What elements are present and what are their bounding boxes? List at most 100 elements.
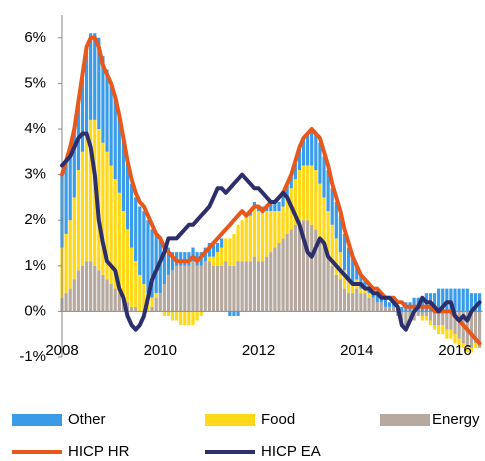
bar xyxy=(301,220,306,312)
bar xyxy=(338,215,342,253)
bar xyxy=(224,238,228,262)
bar xyxy=(265,211,269,257)
legend-swatch xyxy=(380,414,430,426)
bar xyxy=(355,265,359,280)
bar xyxy=(334,201,338,239)
bar xyxy=(306,133,310,166)
bar xyxy=(142,211,146,285)
bar xyxy=(170,252,175,271)
bar xyxy=(428,320,433,326)
bar xyxy=(346,293,351,312)
bar xyxy=(449,288,453,312)
bar xyxy=(314,229,318,312)
x-tick-label: 2016 xyxy=(438,342,471,359)
bar xyxy=(387,306,392,312)
bar xyxy=(473,343,478,348)
bar xyxy=(211,243,216,257)
bar xyxy=(424,311,428,316)
line xyxy=(60,131,482,332)
bar xyxy=(457,288,461,312)
bar xyxy=(146,220,150,294)
bar xyxy=(183,252,187,266)
bar xyxy=(445,311,449,330)
bar xyxy=(93,265,97,312)
bar xyxy=(232,265,236,312)
bar xyxy=(314,133,318,171)
bar xyxy=(150,297,154,307)
bar xyxy=(142,284,146,312)
bar xyxy=(117,115,121,193)
bar xyxy=(228,265,232,312)
bar xyxy=(68,147,72,221)
bar xyxy=(121,138,126,212)
bar xyxy=(359,274,363,289)
bar xyxy=(138,206,142,275)
bar xyxy=(465,288,469,312)
bar xyxy=(383,306,388,312)
bar xyxy=(449,329,453,339)
bar xyxy=(199,311,203,316)
bar xyxy=(207,256,211,262)
bar xyxy=(432,311,437,326)
bar xyxy=(80,78,85,152)
bar xyxy=(121,211,126,298)
y-tick-label: 4% xyxy=(24,120,46,137)
bar xyxy=(101,274,105,312)
bar xyxy=(346,279,351,294)
bar xyxy=(228,311,232,316)
bar xyxy=(297,147,302,171)
bar xyxy=(334,274,338,312)
bar xyxy=(170,270,175,312)
bar xyxy=(252,256,257,312)
bar xyxy=(215,252,220,266)
bar xyxy=(150,229,154,298)
bar xyxy=(134,306,138,312)
bar xyxy=(166,247,171,275)
bar xyxy=(191,261,195,312)
bar xyxy=(453,334,457,344)
bar xyxy=(363,288,367,294)
bar xyxy=(310,224,314,312)
bar xyxy=(244,215,248,262)
bar xyxy=(84,133,89,262)
bar xyxy=(162,311,166,316)
bar xyxy=(314,170,318,230)
bar xyxy=(346,247,351,280)
bar xyxy=(240,220,244,262)
bar xyxy=(211,256,216,266)
bar xyxy=(306,165,310,221)
bar xyxy=(105,151,109,280)
bar xyxy=(129,306,134,312)
bar xyxy=(170,311,175,321)
bar xyxy=(351,293,355,312)
bar xyxy=(183,311,187,326)
bar xyxy=(158,293,162,312)
bar xyxy=(306,220,310,312)
bar xyxy=(220,238,224,248)
bar xyxy=(477,311,482,348)
bar xyxy=(273,211,277,248)
bar xyxy=(166,311,171,316)
bar xyxy=(289,229,293,312)
bar xyxy=(256,261,261,312)
bar xyxy=(195,265,199,312)
bar xyxy=(72,197,76,280)
bar xyxy=(437,288,441,312)
legend-swatch xyxy=(205,414,255,426)
bar xyxy=(64,233,68,294)
bar xyxy=(105,69,109,152)
bar xyxy=(338,252,342,280)
bar xyxy=(457,338,461,348)
bar xyxy=(113,97,117,180)
bar xyxy=(203,261,207,312)
legend-label: Energy xyxy=(432,411,480,428)
bar xyxy=(420,311,424,316)
bar xyxy=(281,192,285,207)
bar xyxy=(220,247,224,266)
bar xyxy=(326,170,330,212)
bar xyxy=(277,211,281,243)
bar xyxy=(125,160,130,230)
bar xyxy=(273,201,277,212)
bar xyxy=(445,288,449,312)
bar xyxy=(93,33,97,120)
